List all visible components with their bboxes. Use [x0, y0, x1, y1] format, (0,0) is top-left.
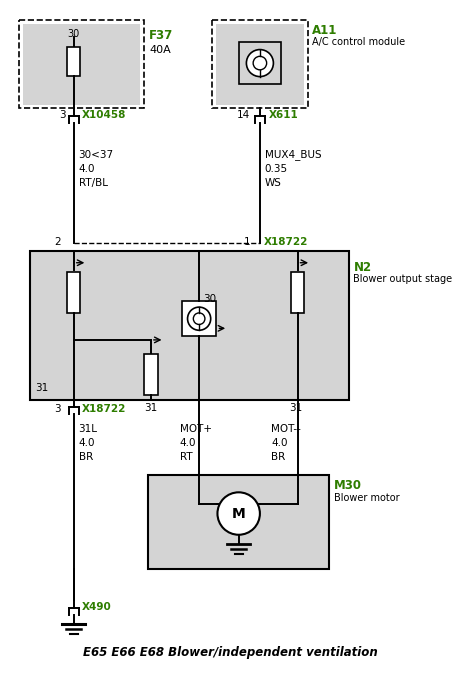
Text: X18722: X18722	[82, 404, 126, 414]
Bar	[148, 475, 329, 570]
Text: 4.0: 4.0	[79, 164, 95, 174]
Text: F37: F37	[149, 29, 173, 43]
Bar	[216, 24, 304, 105]
Text: RT: RT	[180, 452, 192, 462]
Text: 30<37: 30<37	[79, 150, 114, 160]
Text: 40A: 40A	[149, 45, 171, 55]
Text: BR: BR	[272, 452, 286, 462]
Text: BR: BR	[79, 452, 93, 462]
Text: A11: A11	[312, 24, 337, 36]
Text: 31: 31	[289, 404, 302, 413]
Text: X490: X490	[82, 602, 111, 612]
Bar	[182, 301, 217, 336]
Text: RT/BL: RT/BL	[79, 178, 108, 188]
Text: MOT--: MOT--	[272, 424, 301, 433]
Text: 4.0: 4.0	[272, 438, 288, 448]
Text: 31: 31	[144, 404, 157, 413]
Text: 30: 30	[203, 294, 216, 304]
Text: E65 E66 E68 Blower/independent ventilation: E65 E66 E68 Blower/independent ventilati…	[82, 646, 377, 659]
Circle shape	[218, 492, 260, 535]
Circle shape	[193, 313, 205, 325]
Bar	[30, 251, 349, 400]
Text: 14: 14	[237, 110, 250, 120]
Text: 3: 3	[59, 110, 66, 120]
Text: MOT+: MOT+	[180, 424, 212, 433]
Bar	[239, 42, 281, 84]
Bar	[291, 273, 304, 313]
Text: 0.35: 0.35	[264, 164, 288, 174]
Text: A/C control module: A/C control module	[312, 37, 405, 47]
Text: Blower motor: Blower motor	[334, 493, 400, 504]
Text: 30: 30	[68, 29, 80, 39]
Text: 3: 3	[55, 404, 61, 414]
Circle shape	[253, 56, 267, 70]
Bar	[144, 354, 158, 395]
Circle shape	[188, 307, 211, 330]
Bar	[67, 47, 81, 76]
Text: 4.0: 4.0	[79, 438, 95, 448]
Text: 31L: 31L	[79, 424, 98, 433]
Text: N2: N2	[354, 261, 372, 274]
Text: X611: X611	[269, 110, 298, 120]
Text: X18722: X18722	[264, 236, 308, 246]
Text: M30: M30	[334, 479, 362, 492]
Text: X10458: X10458	[82, 110, 126, 120]
Bar	[67, 273, 81, 313]
Bar	[23, 24, 140, 105]
Bar	[212, 20, 308, 109]
Circle shape	[246, 49, 273, 76]
Text: 31: 31	[35, 383, 48, 393]
Text: WS: WS	[264, 178, 282, 188]
Text: M: M	[232, 506, 246, 520]
Text: Blower output stage: Blower output stage	[354, 274, 453, 284]
Text: 4.0: 4.0	[180, 438, 196, 448]
Text: MUX4_BUS: MUX4_BUS	[264, 149, 321, 160]
Text: 1: 1	[244, 236, 250, 246]
Text: 2: 2	[55, 236, 61, 246]
Bar	[19, 20, 144, 109]
